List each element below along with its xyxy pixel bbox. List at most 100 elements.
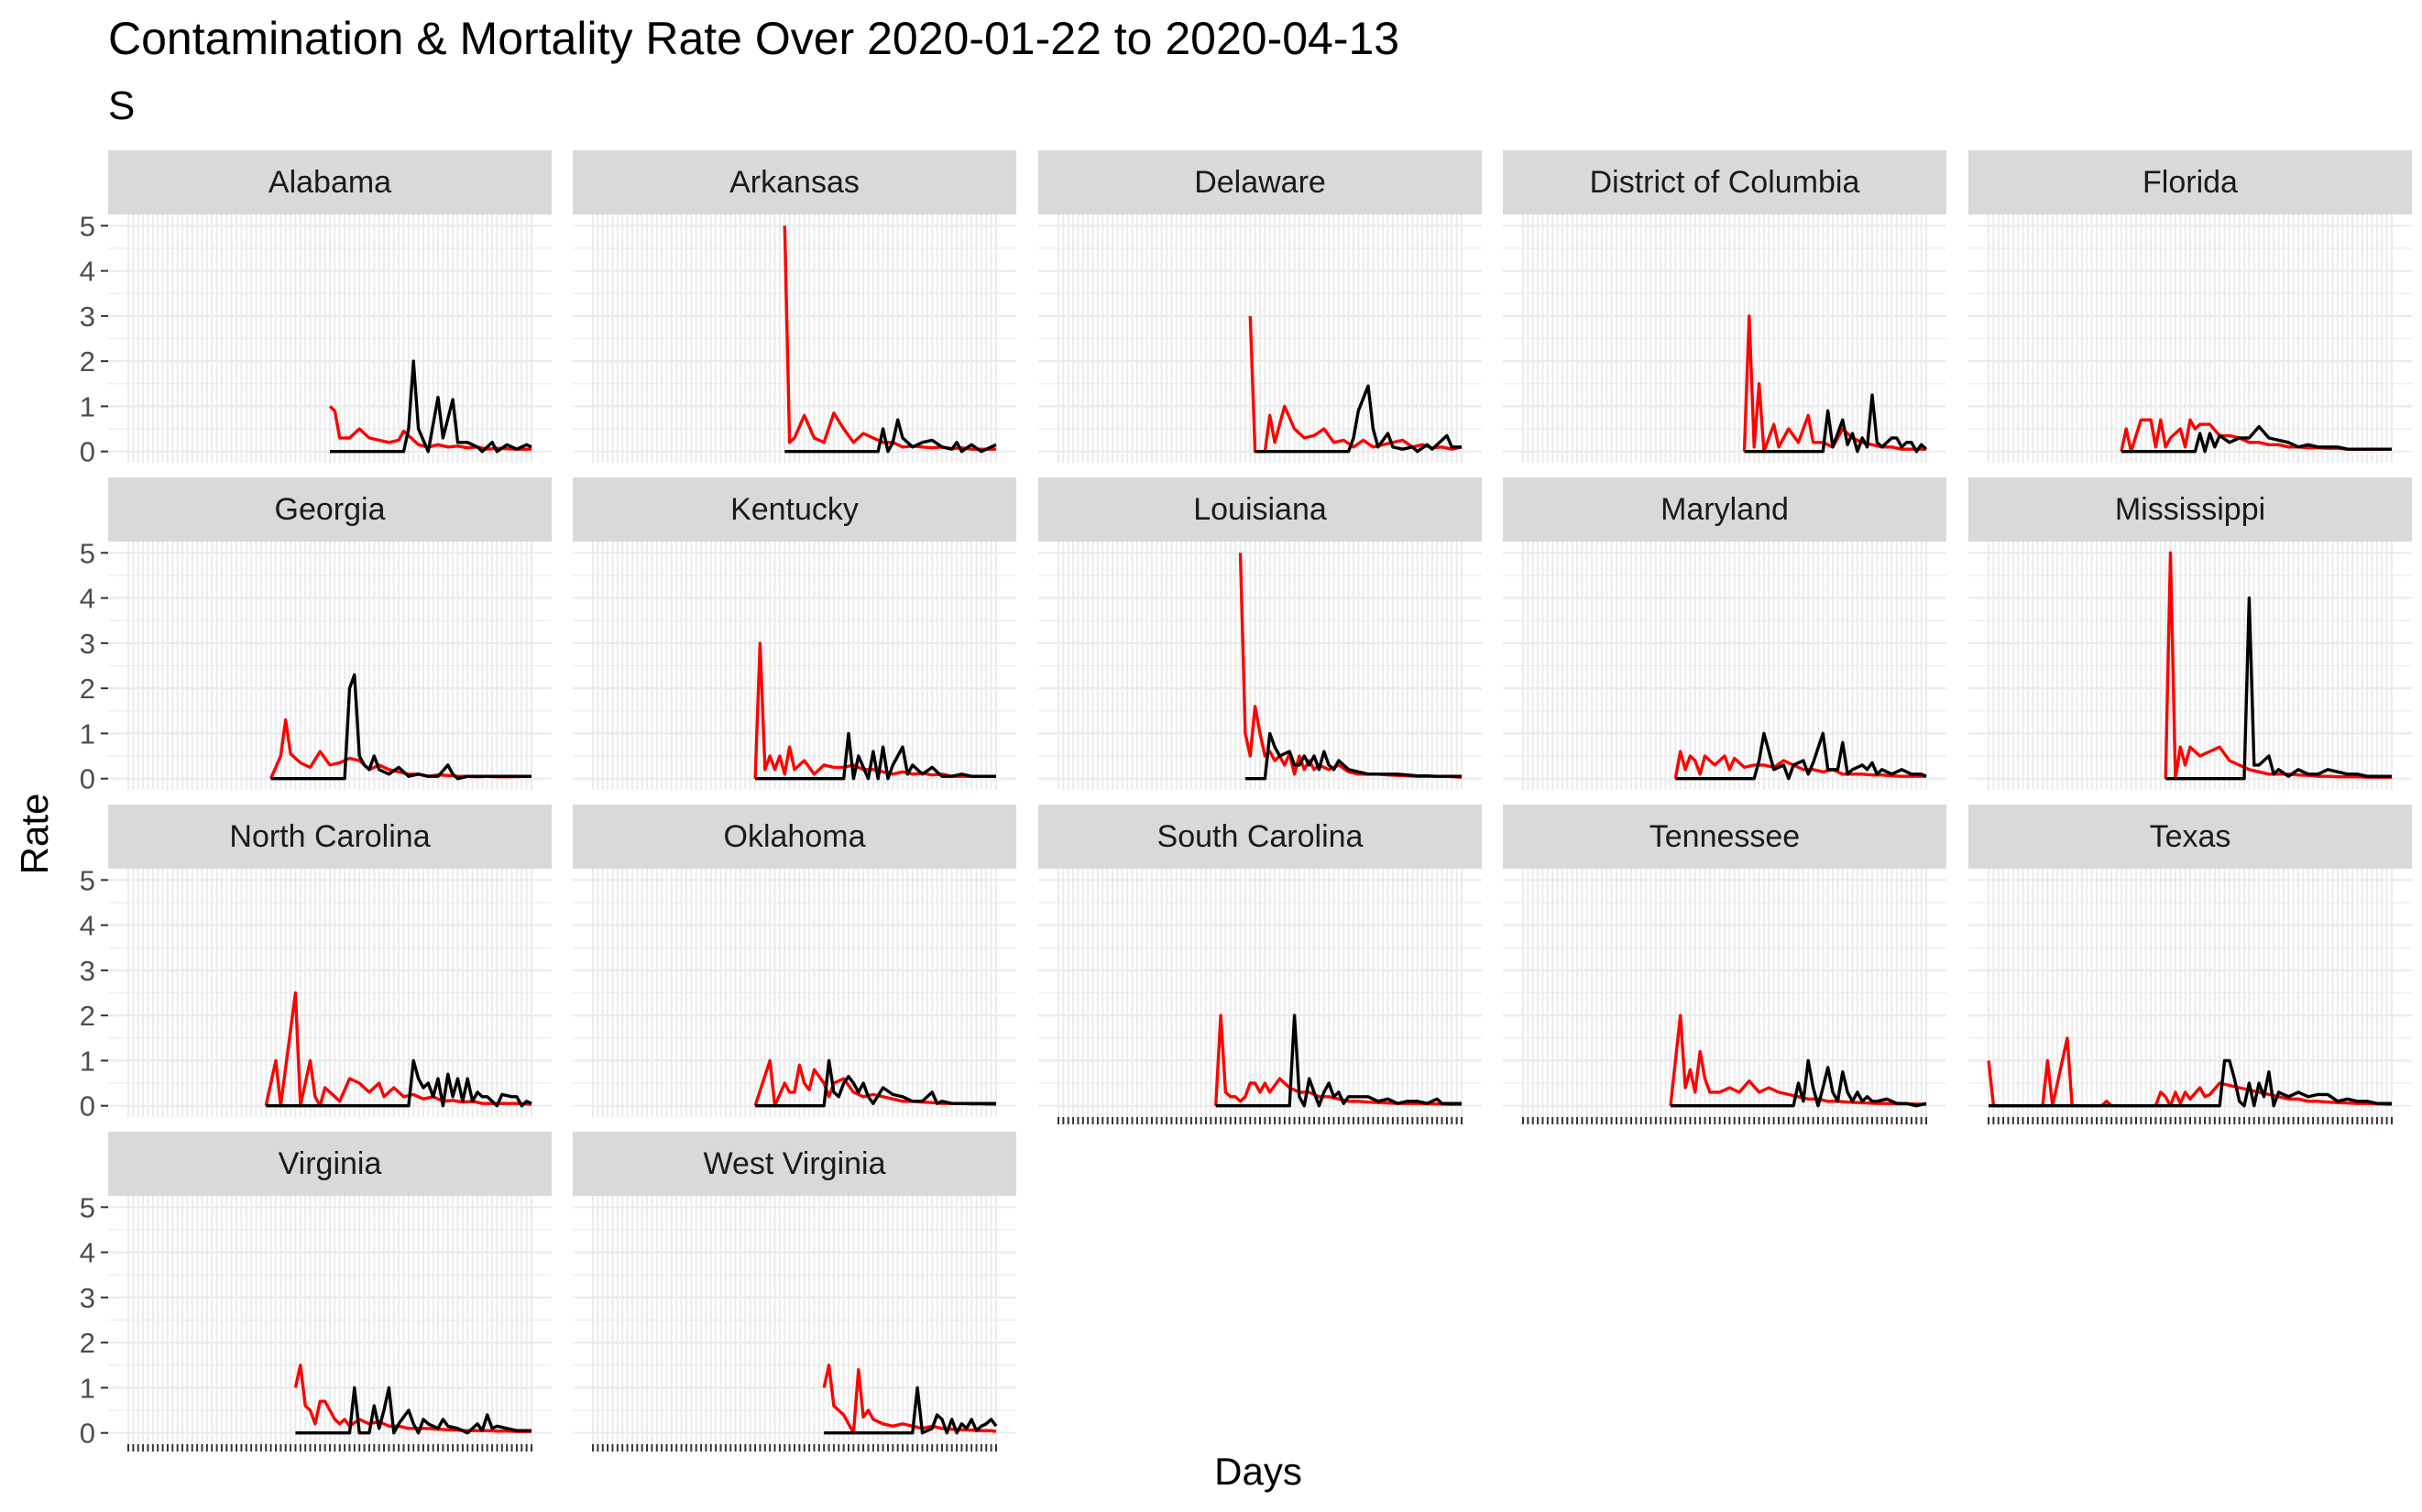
y-tick-label: 1 <box>80 718 95 750</box>
panel-grid <box>1968 542 2412 790</box>
mortality-series-line <box>270 673 532 781</box>
facet-strip-label: West Virginia <box>703 1146 885 1181</box>
contamination-series-line <box>328 405 532 451</box>
facet-strip-label: Delaware <box>1194 165 1326 200</box>
facet-panel: Florida <box>1968 150 2412 463</box>
facet-strip <box>1038 805 1482 869</box>
mortality-series-line <box>2165 596 2392 781</box>
y-tick-label: 3 <box>80 955 95 987</box>
facet-strip-label: South Carolina <box>1157 819 1364 854</box>
facet-strip-label: Mississippi <box>2115 492 2265 527</box>
facet-panel: Kentucky <box>573 477 1016 790</box>
facet-strip <box>108 150 552 214</box>
y-tick-label: 1 <box>80 1372 95 1404</box>
mortality-series-line <box>824 1386 998 1435</box>
facet-strip <box>1038 150 1482 214</box>
mortality-series-line <box>1255 384 1462 454</box>
x-tick-marks <box>127 1444 532 1452</box>
y-tick-label: 0 <box>80 436 95 468</box>
x-tick-marks <box>1522 1117 1927 1124</box>
x-tick-marks <box>592 1444 997 1452</box>
facet-strip-label: Louisiana <box>1193 492 1327 527</box>
y-tick-label: 4 <box>80 1237 95 1269</box>
facet-panel: Mississippi <box>1968 477 2412 790</box>
panel-grid <box>1503 214 1946 463</box>
facet-panel: Louisiana <box>1038 477 1482 790</box>
x-axis-title: Days <box>1214 1450 1302 1493</box>
facet-strip <box>1503 150 1946 214</box>
facet-strip-label: District of Columbia <box>1590 165 1860 200</box>
facet-panel: Arkansas <box>573 150 1016 463</box>
contamination-series-line <box>1214 1013 1462 1106</box>
mortality-series-line <box>1671 1058 1927 1108</box>
y-tick-label: 4 <box>80 256 95 288</box>
y-tick-label: 0 <box>80 1090 95 1123</box>
facet-panels: Alabama 0 1 2 3 4 5 Arkansas Delaware District of… <box>80 150 2412 1452</box>
contamination-series-line <box>822 1364 997 1435</box>
y-tick-label: 3 <box>80 301 95 333</box>
facet-panel: District of Columbia <box>1503 150 1946 463</box>
contamination-series-line <box>1669 1013 1927 1106</box>
panel-grid <box>108 214 552 463</box>
y-tick-label: 5 <box>80 210 95 242</box>
mortality-series-line <box>330 359 532 454</box>
mortality-series-line <box>2121 424 2392 454</box>
y-tick-label: 1 <box>80 390 95 422</box>
facet-panel: Alabama 0 1 2 3 4 5 <box>80 150 552 468</box>
facet-panel: West Virginia <box>573 1132 1016 1452</box>
mortality-series-line <box>1675 731 1927 781</box>
y-tick-label: 0 <box>80 763 95 795</box>
facet-strip-label: Tennessee <box>1649 819 1800 854</box>
facet-strip <box>108 477 552 542</box>
contamination-series-line <box>783 225 996 451</box>
mortality-series-line <box>1215 1013 1462 1108</box>
facet-panel: Delaware <box>1038 150 1482 463</box>
panel-grid <box>1968 869 2412 1117</box>
facet-strip-label: Arkansas <box>729 165 860 200</box>
mortality-series-line <box>295 1386 532 1435</box>
y-tick-label: 2 <box>80 1327 95 1359</box>
contamination-series-line <box>264 991 532 1108</box>
y-tick-label: 5 <box>80 864 95 896</box>
panel-grid <box>108 869 552 1117</box>
contamination-series-line <box>293 1364 532 1433</box>
facet-strip <box>573 477 1016 542</box>
panel-grid <box>1038 542 1482 790</box>
panel-grid <box>1968 214 2412 463</box>
mortality-series-line <box>1989 1058 2392 1108</box>
panel-grid <box>108 1196 552 1444</box>
x-tick-marks <box>1988 1117 2393 1124</box>
mortality-series-line <box>1244 731 1462 781</box>
panel-grid <box>573 542 1016 790</box>
facet-strip-label: Georgia <box>275 492 386 527</box>
mortality-series-line <box>266 1058 532 1108</box>
facet-panel: Texas <box>1968 805 2412 1124</box>
facet-strip <box>573 805 1016 869</box>
y-tick-label: 4 <box>80 910 95 942</box>
contamination-series-line <box>2164 551 2392 781</box>
facet-panel: Tennessee <box>1503 805 1946 1124</box>
facet-strip <box>1968 477 2412 542</box>
y-tick-label: 2 <box>80 1000 95 1032</box>
chart-title: Contamination & Mortality Rate Over 2020… <box>108 13 1399 64</box>
facet-strip-label: Alabama <box>269 165 391 200</box>
facet-panel: North Carolina 0 1 2 3 4 5 <box>80 805 552 1123</box>
facet-strip <box>1503 805 1946 869</box>
facet-panel: Georgia 0 1 2 3 4 5 <box>80 477 552 795</box>
panel-grid <box>108 542 552 790</box>
y-tick-label: 5 <box>80 1191 95 1223</box>
panel-grid <box>1503 869 1946 1117</box>
y-tick-label: 4 <box>80 583 95 615</box>
panel-grid <box>1038 869 1482 1117</box>
x-tick-marks <box>1058 1117 1463 1124</box>
mortality-series-line <box>755 731 996 781</box>
facet-panel: Oklahoma <box>573 805 1016 1117</box>
mortality-series-line <box>755 1058 996 1108</box>
chart-subtitle: S <box>108 83 135 128</box>
facet-strip-label: Oklahoma <box>724 819 866 854</box>
facet-strip <box>108 805 552 869</box>
mortality-series-line <box>1744 393 1928 454</box>
facet-strip <box>1038 477 1482 542</box>
facet-strip-label: North Carolina <box>229 819 430 854</box>
